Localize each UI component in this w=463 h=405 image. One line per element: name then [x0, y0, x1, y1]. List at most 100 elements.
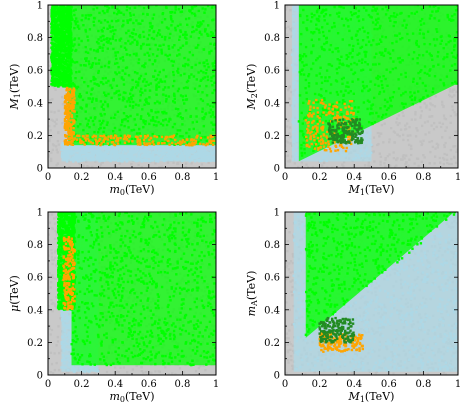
scatter-point [72, 92, 75, 95]
scatter-point [68, 100, 71, 103]
scatter-point [75, 138, 79, 141]
scatter-point [136, 139, 140, 142]
scatter-panel-2: 0 0.2 0.4 0.6 0.8 100.20.40.60.81M1(TeV)M2(Te… [245, 1, 461, 198]
scatter-point [72, 126, 75, 130]
scatter-point [68, 136, 72, 140]
scatter-point [183, 140, 186, 144]
scatter-point [97, 139, 101, 142]
scatter-point [188, 142, 191, 145]
scatter-point [148, 142, 152, 146]
scatter-point [153, 135, 156, 138]
scatter-point [167, 139, 170, 143]
scatter-point [65, 96, 68, 100]
scatter-point [64, 115, 68, 119]
scatter-point [102, 139, 105, 143]
scatter-point [102, 134, 106, 137]
scatter-point [66, 87, 69, 91]
scatter-point [185, 138, 188, 141]
scatter-point [163, 141, 166, 145]
scatter-point [86, 137, 89, 140]
scatter-point [190, 138, 193, 141]
scatter-point [212, 139, 216, 142]
scatter-point [146, 134, 149, 137]
scatter-point [195, 136, 198, 139]
scatter-point [113, 134, 117, 137]
ticks [47, 4, 217, 169]
scatter-point [67, 88, 70, 92]
scatter-point [171, 141, 174, 145]
scatter-point [138, 140, 142, 143]
scatter-point [194, 139, 198, 143]
scatter-point [72, 160, 75, 163]
scatter-point [63, 126, 67, 130]
scatter-point [64, 123, 67, 126]
scatter-point [67, 118, 70, 121]
scatter-point [73, 97, 76, 100]
panels: 0 0.2 0.4 0.6 0.8 100.20.40.60.81m0(TeV)M1(Te… [8, 1, 461, 405]
scatter-point [177, 141, 180, 145]
scatter-point [65, 94, 68, 98]
scatter-point [209, 136, 213, 139]
scatter-point [65, 124, 69, 127]
scatter-point [64, 143, 67, 146]
scatter-point [70, 109, 74, 112]
scatter-point [139, 135, 142, 138]
scatter-point [208, 139, 211, 142]
scatter-point [68, 119, 72, 122]
scatter-point [191, 144, 194, 147]
x-tick-label: 1 [213, 172, 219, 183]
scatter-point [112, 143, 116, 146]
scatter-point [169, 135, 172, 139]
x-axis-label: m0(TeV) [109, 183, 154, 197]
scatter-point [68, 108, 71, 111]
x-tick-label: 0.6 [141, 172, 157, 183]
scatter-point [205, 142, 209, 145]
scatter-point [70, 115, 74, 119]
scatter-point [64, 128, 67, 131]
scatter-point [143, 134, 147, 138]
scatter-point [109, 136, 113, 140]
scatter-point [66, 114, 70, 117]
scatter-point [70, 132, 73, 135]
scatter-point [192, 141, 195, 144]
scatter-point [116, 142, 120, 145]
x-tick-label: 0.4 [107, 172, 123, 183]
scatter-point [65, 107, 68, 110]
scatter-point [127, 135, 131, 139]
scatter-point [65, 93, 69, 96]
scatter-point [164, 138, 167, 141]
scatter-point [143, 141, 146, 145]
scatter-point [71, 130, 74, 134]
scatter-point [131, 140, 134, 143]
scatter-point [86, 134, 89, 137]
scatter-point [208, 141, 211, 144]
scatter-point [125, 138, 129, 141]
scatter-point [63, 112, 67, 115]
y-tick-label: 0.6 [27, 66, 43, 77]
scatter-point [145, 143, 149, 147]
scatter-point [70, 114, 73, 117]
scatter-point [69, 133, 73, 137]
scatter-point [67, 92, 70, 95]
scatter-point [68, 87, 72, 91]
scatter-point [67, 109, 70, 112]
scatter-point [69, 104, 72, 108]
scatter-point [68, 97, 72, 101]
scatter-point [145, 135, 148, 139]
scatter-point [115, 139, 118, 143]
scatter-point [72, 105, 75, 108]
scatter-point [67, 131, 71, 134]
scatter-point [66, 137, 70, 140]
scatter-point [152, 143, 156, 146]
scatter-point [171, 136, 174, 139]
scatter-point [193, 143, 196, 146]
scatter-point [99, 143, 102, 147]
scatter-point [160, 135, 164, 139]
scatter-point [80, 140, 83, 143]
point-density [61, 141, 216, 162]
scatter-point [127, 140, 130, 143]
point-cloud-4 [50, 5, 73, 88]
scatter-point [72, 87, 76, 90]
scatter-point [70, 92, 74, 96]
